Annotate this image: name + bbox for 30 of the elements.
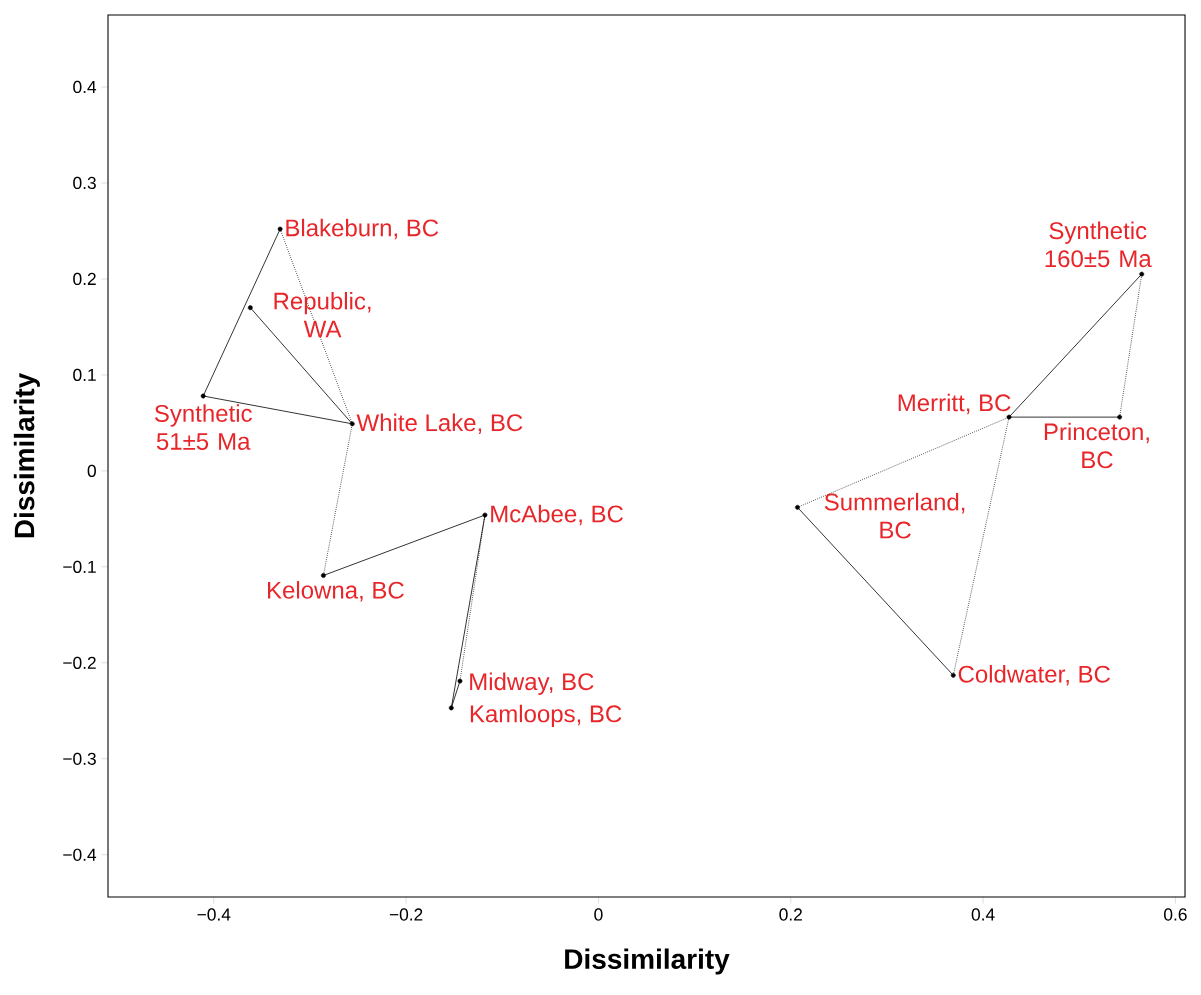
annotation: Kelowna, BC — [268, 581, 404, 602]
x-tick-label: 0.2 — [779, 908, 802, 921]
y-axis-title: Dissimilarity — [13, 372, 40, 538]
x-tick-label: −0.4 — [197, 908, 231, 921]
x-tick-label: 0.6 — [1164, 908, 1187, 921]
y-tick-label: −0.1 — [63, 560, 96, 573]
annotation: Republic, WA — [274, 291, 371, 338]
y-tick-label: 0.1 — [73, 368, 96, 382]
y-tick-label: 0.4 — [73, 80, 97, 94]
annotation: Coldwater, BC — [958, 665, 1110, 686]
x-tick-label: 0 — [594, 908, 603, 921]
x-tick-label: −0.2 — [389, 908, 423, 921]
annotation: Blakeburn, BC — [286, 218, 439, 240]
y-tick-label: 0.2 — [73, 272, 96, 286]
y-tick-label: −0.3 — [63, 752, 96, 765]
annotation: Merritt, BC — [898, 393, 1011, 415]
x-axis-title: Dissimilarity — [565, 948, 730, 975]
annotation: Summerland, BC — [824, 492, 965, 539]
y-tick-label: 0.3 — [73, 176, 96, 190]
y-tick-label: 0 — [87, 464, 96, 477]
y-tick-label: −0.4 — [63, 848, 97, 861]
annotation: McAbee, BC — [491, 504, 623, 526]
annotation: Synthetic 51±5 Ma — [154, 404, 252, 450]
x-tick-label: 0.4 — [971, 908, 995, 921]
annotation: White Lake, BC — [356, 413, 523, 435]
annotation: Midway, BC — [470, 672, 594, 695]
annotation: Kamloops, BC — [470, 704, 622, 728]
y-tick-label: −0.2 — [63, 656, 96, 669]
annotation: Princeton, BC — [1044, 422, 1149, 469]
annotation: Synthetic 160±5 Ma — [1045, 221, 1152, 268]
